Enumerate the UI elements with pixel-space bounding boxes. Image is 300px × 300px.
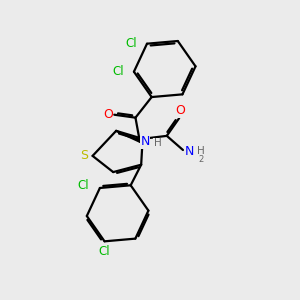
Text: N: N [185, 145, 194, 158]
Text: O: O [176, 104, 186, 117]
Text: H: H [197, 146, 205, 157]
Text: Cl: Cl [125, 37, 136, 50]
Text: 2: 2 [198, 155, 203, 164]
Text: H: H [154, 138, 161, 148]
Text: N: N [140, 135, 150, 148]
Text: Cl: Cl [99, 245, 110, 258]
Text: S: S [80, 149, 88, 162]
Text: Cl: Cl [78, 178, 89, 191]
Text: Cl: Cl [112, 65, 124, 78]
Text: O: O [103, 108, 113, 121]
